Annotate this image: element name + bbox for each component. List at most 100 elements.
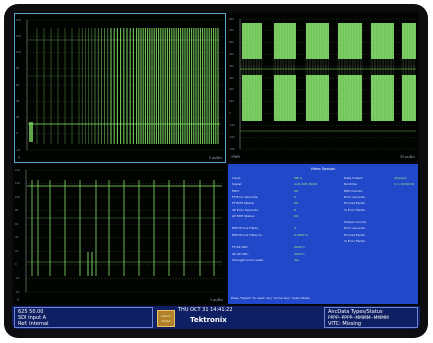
vs-label: FF AP CRC: [232, 245, 249, 250]
scale-tick-label: -20 [15, 276, 20, 280]
vs-label2: Error seconds: [344, 194, 366, 199]
units-label: YPbPr [231, 154, 241, 159]
vs-label: AP Error Seconds: [232, 207, 259, 212]
trace-block [274, 23, 296, 59]
waveform-pane-top-right[interactable]: 800 700 600 500 400 300 200 100 0 -100 -200 -300 YP… [228, 13, 418, 161]
scale-tick-label: 120 [16, 34, 21, 38]
scale-tick-label: 200 [229, 88, 234, 92]
vs-label2: Data Collect: [344, 176, 364, 180]
trace-block [371, 23, 394, 59]
trace-block [402, 75, 416, 121]
units-label: Y [17, 297, 19, 302]
vs-label2: % Error Fields: [344, 239, 366, 243]
scale-tick-label: 140 [16, 18, 21, 22]
vs-label2: % Error Fields: [344, 207, 366, 212]
video-session-panel[interactable]: Video Session Input: SDI A Data Collect: St… [228, 164, 418, 304]
vs-label: AP EDH Status: [232, 213, 255, 218]
scale-tick-label: 120 [15, 182, 20, 186]
scale-tick-label: 40 [15, 236, 19, 240]
vs-value: 0 [294, 226, 296, 231]
vs-value: OK [294, 213, 299, 218]
vs-label2: Runtime: [344, 182, 358, 187]
vs-label2: Errored Fields: [344, 201, 366, 206]
alarm-state-label: Muted [161, 319, 171, 323]
vs-value: 0.0000 % [294, 232, 309, 237]
vs-label: FF Error Seconds: [232, 194, 259, 199]
trace-block [242, 23, 262, 59]
vs-label2: Errored Fields: [344, 232, 366, 237]
sweep-rate-label: 2 µs/Div [208, 155, 222, 160]
vs-label: Input: [232, 176, 241, 180]
trace-block [306, 75, 329, 121]
scale-tick-label: 300 [229, 76, 234, 80]
waveform-pane-top-left[interactable]: 140 120 100 80 60 40 20 0 -20 Y 2 µs/Div [14, 13, 226, 163]
trace-block [242, 75, 262, 121]
vs-value: Z [294, 207, 297, 212]
vs-value: SDI A [294, 176, 303, 180]
anc-data-title: AncData Types/Status [328, 308, 383, 315]
scale-tick-label: 100 [229, 100, 234, 104]
trace-block [274, 75, 296, 121]
video-format-text: 625 50.00 [18, 308, 44, 315]
scale-tick-label: 20 [15, 249, 19, 253]
vs-label2: Output Counts: [344, 220, 367, 225]
input-status-box: 625 50.00 SDI Input A Ref: Internal [14, 307, 153, 328]
waveform-trace-top-left [26, 19, 223, 151]
trace-block [338, 75, 362, 121]
sweep-rate-label: 35 µs/Div [399, 154, 415, 159]
scale-tick-label: 0 [15, 263, 17, 267]
vs-label: Changed since reset: [232, 257, 264, 262]
scale-tick-label: 60 [16, 83, 20, 87]
scale-tick-label: 80 [15, 209, 19, 213]
scale-tick-label: 0 [229, 112, 231, 116]
scale-tick-label: 20 [16, 116, 20, 119]
trace-block [402, 23, 416, 59]
video-session-title: Video Session [310, 167, 336, 171]
alarm-muted-icon[interactable]: Alarms Muted [157, 310, 175, 327]
vitc-status-text: VITC: Missing [328, 320, 362, 327]
anc-data-status-box: AncData Types/Status PPPP--PPPP--MMMM--M… [324, 307, 418, 328]
scale-tick-label: 140 [15, 168, 20, 172]
vs-value: Yes [294, 257, 299, 262]
anc-data-codes: PPPP--PPPP--MMMM--MMMM [328, 315, 389, 321]
vs-label: Signal: [232, 182, 243, 187]
scale-tick-label: -40 [15, 290, 20, 294]
vs-value: OK [294, 188, 299, 193]
input-source-text: SDI Input A [18, 314, 47, 321]
vs-value: OK [294, 201, 299, 206]
vs-value: 0000 h [294, 245, 305, 250]
waveform-pane-bottom-left[interactable]: 140 120 100 80 60 40 20 0 -20 -40 Y 1 µs/Div [14, 164, 226, 304]
status-bar: 625 50.00 SDI Input A Ref: Internal Alar… [12, 306, 420, 329]
vs-value2: Stopped [394, 176, 407, 180]
scale-tick-label: -300 [229, 147, 235, 151]
trace-group [27, 180, 222, 276]
vs-label: AP AP CRC: [232, 251, 249, 256]
waveform-trace-top-right [239, 18, 416, 150]
vs-value: Auto 625 49/20 [294, 182, 318, 187]
units-label: Y [18, 155, 20, 160]
vs-label2: EDH Counts: [344, 188, 363, 193]
scale-tick-label: 800 [229, 17, 234, 21]
trace-block [306, 23, 329, 59]
trace-block [371, 75, 394, 121]
vs-label2: Error seconds: [344, 226, 366, 231]
scale-tick-label: 80 [16, 67, 20, 71]
vs-label: FF EDH Status: [232, 201, 255, 206]
scale-tick-label: -20 [16, 148, 21, 152]
sweep-rate-label: 1 µs/Div [209, 297, 223, 302]
trace-group [240, 23, 416, 132]
vs-value: 0 [294, 194, 296, 199]
video-session-footnote: Press "Select" to reset. Any "arrow key"… [231, 296, 311, 300]
scale-tick-label: 0 [16, 132, 18, 136]
vs-label: EDH Errors Fields %: [232, 232, 263, 237]
alarm-label: Alarms [161, 314, 171, 318]
trace-block [338, 23, 362, 59]
date-time-text: THU OCT 31 14:41:22 [178, 307, 233, 313]
scale-tick-label: 400 [229, 64, 234, 68]
vs-label: EDH Errors Fields: [232, 226, 259, 231]
vs-value: 0000 h [294, 251, 305, 256]
scale-tick-label: -100 [229, 123, 235, 127]
scale-tick-label: 100 [16, 51, 21, 54]
vs-value2: 0 d, 00:00:00 [394, 182, 415, 187]
scale-tick-label: 500 [229, 52, 234, 56]
